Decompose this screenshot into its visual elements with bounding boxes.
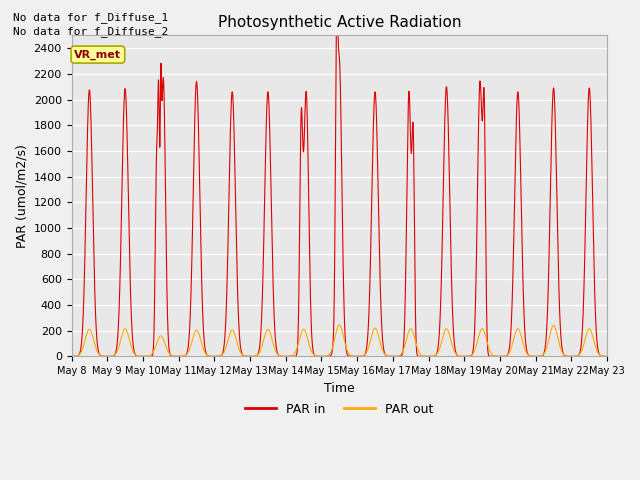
- Text: No data for f_Diffuse_2: No data for f_Diffuse_2: [13, 26, 168, 37]
- Title: Photosynthetic Active Radiation: Photosynthetic Active Radiation: [218, 15, 461, 30]
- Legend: PAR in, PAR out: PAR in, PAR out: [240, 398, 439, 420]
- Text: No data for f_Diffuse_1: No data for f_Diffuse_1: [13, 12, 168, 23]
- X-axis label: Time: Time: [324, 382, 355, 395]
- Y-axis label: PAR (umol/m2/s): PAR (umol/m2/s): [15, 144, 28, 248]
- Text: VR_met: VR_met: [74, 49, 122, 60]
